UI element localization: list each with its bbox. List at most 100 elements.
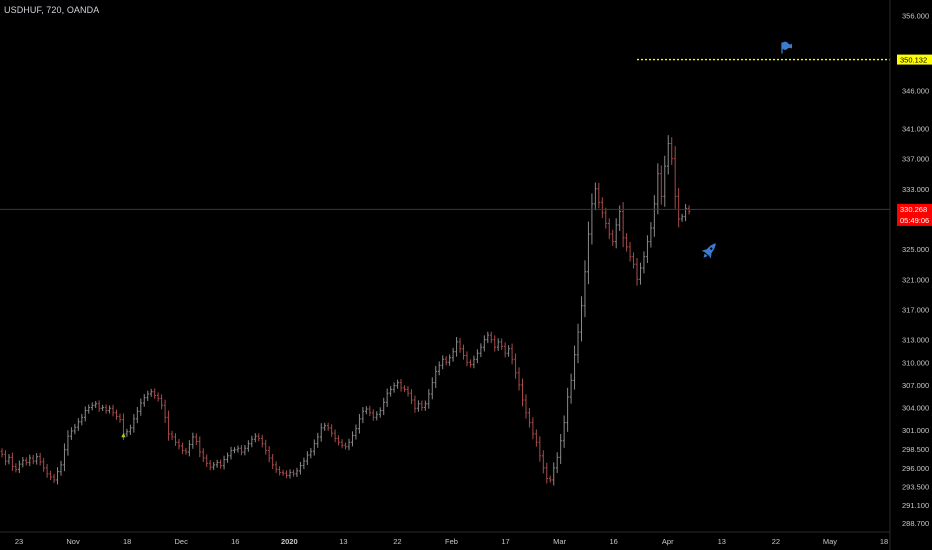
ohlc-bar	[621, 202, 625, 248]
ohlc-bar	[184, 447, 188, 455]
ohlc-bar	[35, 453, 38, 465]
ohlc-bar	[104, 404, 108, 414]
ohlc-bar	[489, 331, 493, 344]
ohlc-bar	[229, 446, 233, 460]
y-tick-label: 321.000	[902, 275, 929, 284]
ohlc-bar	[87, 404, 91, 414]
y-tick-label: 301.000	[902, 426, 929, 435]
ohlc-bar	[521, 378, 524, 407]
ohlc-bar	[97, 400, 101, 412]
ohlc-bar	[288, 469, 292, 479]
ohlc-bar	[4, 450, 7, 466]
y-tick-label: 310.000	[902, 358, 929, 367]
ohlc-bar	[573, 345, 576, 390]
ohlc-bar	[90, 402, 94, 411]
ohlc-bar	[31, 455, 35, 465]
ohlc-bar	[198, 436, 202, 458]
x-tick-label: 18	[880, 537, 888, 546]
ohlc-bar	[417, 400, 420, 412]
y-tick-label: 304.000	[902, 404, 929, 413]
ohlc-bar	[660, 165, 663, 205]
ohlc-bar	[531, 417, 535, 440]
ohlc-bar	[483, 335, 486, 352]
y-tick-label: 356.000	[902, 11, 929, 20]
ohlc-bar	[430, 377, 434, 400]
ohlc-bar	[524, 394, 528, 419]
ohlc-bar	[132, 414, 136, 433]
ohlc-bar	[333, 429, 337, 443]
ohlc-bar	[285, 470, 288, 479]
ohlc-bar	[115, 409, 118, 420]
ohlc-bar	[63, 443, 66, 472]
ohlc-bar	[188, 440, 191, 457]
x-tick-label: 17	[501, 537, 509, 546]
ohlc-bar	[378, 407, 382, 418]
ohlc-bar	[569, 373, 573, 404]
ohlc-bar	[368, 405, 372, 417]
ohlc-bar	[396, 379, 399, 389]
ohlc-bar	[646, 235, 649, 264]
time-axis[interactable]: 23 Nov 18 Dec 16 2020 13 22 Feb 17 Mar 16 Apr 13 22 May…	[0, 531, 890, 546]
ohlc-bar	[562, 415, 566, 448]
x-tick-label: Mar	[553, 537, 566, 546]
ohlc-bar	[170, 430, 174, 441]
y-tick-label: 337.000	[902, 155, 929, 164]
ohlc-bar	[437, 361, 441, 376]
ohlc-bar	[254, 433, 257, 443]
ohlc-bar	[136, 407, 139, 424]
y-tick-label: 307.000	[902, 381, 929, 390]
ohlc-bar	[587, 221, 590, 285]
ohlc-bar	[597, 182, 601, 209]
ohlc-bar	[507, 345, 510, 357]
ohlc-bar	[361, 407, 365, 424]
ohlc-bar	[371, 409, 375, 421]
x-tick-label: 23	[15, 537, 23, 546]
ohlc-bar	[177, 438, 181, 450]
x-tick-label: Apr	[662, 537, 674, 546]
ohlc-bar	[205, 454, 209, 468]
y-tick-label: 346.000	[902, 87, 929, 96]
ohlc-bar	[80, 413, 84, 426]
ohlc-bar	[149, 388, 153, 397]
ohlc-bar	[243, 444, 247, 456]
x-tick-label: Dec	[175, 537, 189, 546]
y-tick-label: 291.100	[902, 501, 929, 510]
ohlc-bar	[0, 448, 4, 458]
ohlc-bar	[354, 424, 358, 440]
ohlc-bar	[11, 452, 14, 472]
ohlc-bar	[94, 401, 97, 408]
ohlc-bar	[607, 218, 611, 240]
ohlc-bar	[24, 457, 28, 466]
ohlc-bar	[528, 407, 531, 428]
ohlc-bar	[66, 430, 70, 456]
ohlc-bar	[670, 137, 674, 165]
ohlc-bar	[441, 355, 444, 370]
ohlc-bar	[427, 389, 431, 409]
price-axis[interactable]: 356.000 346.000 341.000 337.000 333.000 325.0…	[889, 0, 932, 550]
rocket-icon[interactable]	[699, 239, 720, 261]
ohlc-bar	[226, 452, 229, 463]
flag-icon[interactable]	[781, 41, 792, 54]
y-tick-label: 293.500	[902, 483, 929, 492]
ohlc-bar	[70, 427, 73, 440]
ohlc-bar	[552, 462, 556, 486]
ohlc-bar	[316, 432, 320, 448]
ohlc-bar	[7, 454, 11, 465]
ohlc-bar	[181, 442, 184, 455]
ohlc-bar	[566, 387, 569, 432]
ohlc-bar	[420, 400, 424, 411]
ohlc-bar	[111, 404, 115, 417]
ohlc-bar	[465, 351, 469, 367]
ohlc-bar	[215, 459, 219, 468]
ohlc-bar	[559, 433, 562, 465]
ohlc-bar	[548, 475, 552, 483]
ohlc-bar	[639, 262, 642, 285]
ohlc-bar	[267, 446, 271, 463]
ohlc-bar	[486, 331, 490, 344]
ohlc-bar	[351, 431, 354, 447]
x-tick-label: 13	[718, 537, 726, 546]
target-price-badge	[897, 54, 932, 65]
ohlc-bar	[319, 423, 323, 442]
ohlc-bar	[21, 457, 25, 468]
